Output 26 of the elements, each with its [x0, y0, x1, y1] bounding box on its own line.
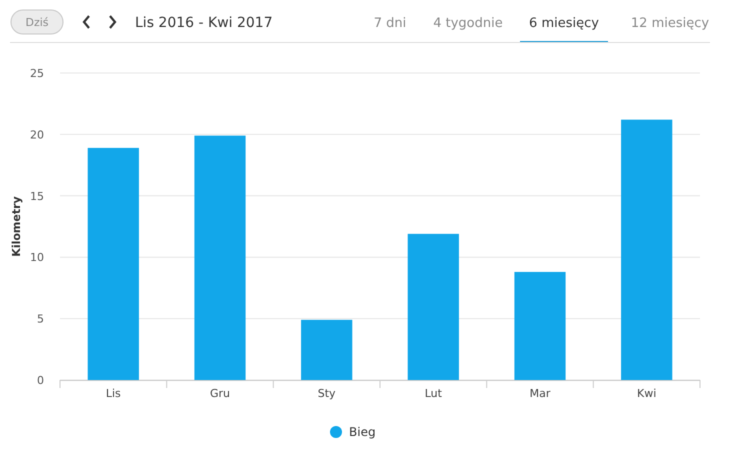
bar	[194, 136, 246, 380]
x-tick-label: Lut	[424, 387, 443, 400]
y-axis-title: Kilometry	[10, 196, 23, 257]
bar	[514, 272, 566, 380]
x-tick-label: Gru	[210, 387, 230, 400]
bar	[301, 320, 352, 380]
y-tick-label: 5	[37, 312, 44, 326]
x-tick-label: Mar	[530, 387, 551, 400]
text: 4 tygodnie	[433, 16, 503, 31]
bar	[621, 120, 672, 380]
text: 6 miesięcy	[529, 16, 600, 31]
x-tick-label: Kwi	[637, 387, 656, 400]
x-tick-label: Lis	[106, 387, 122, 400]
chart-title: Lis 2016 - Kwi 2017	[135, 15, 273, 31]
x-tick-label: Sty	[318, 387, 336, 400]
text: 7 dni	[374, 16, 406, 31]
y-tick-label: 20	[30, 128, 44, 142]
y-tick-label: 25	[30, 67, 44, 80]
text: Dziś	[25, 16, 49, 29]
text: 12 miesięcy	[630, 16, 710, 31]
y-tick-label: 0	[37, 374, 44, 387]
bar	[88, 148, 139, 380]
y-tick-label: 15	[30, 190, 44, 203]
bar	[408, 234, 459, 380]
legend-label: Bieg	[349, 425, 376, 439]
y-tick-label: 10	[30, 251, 44, 264]
